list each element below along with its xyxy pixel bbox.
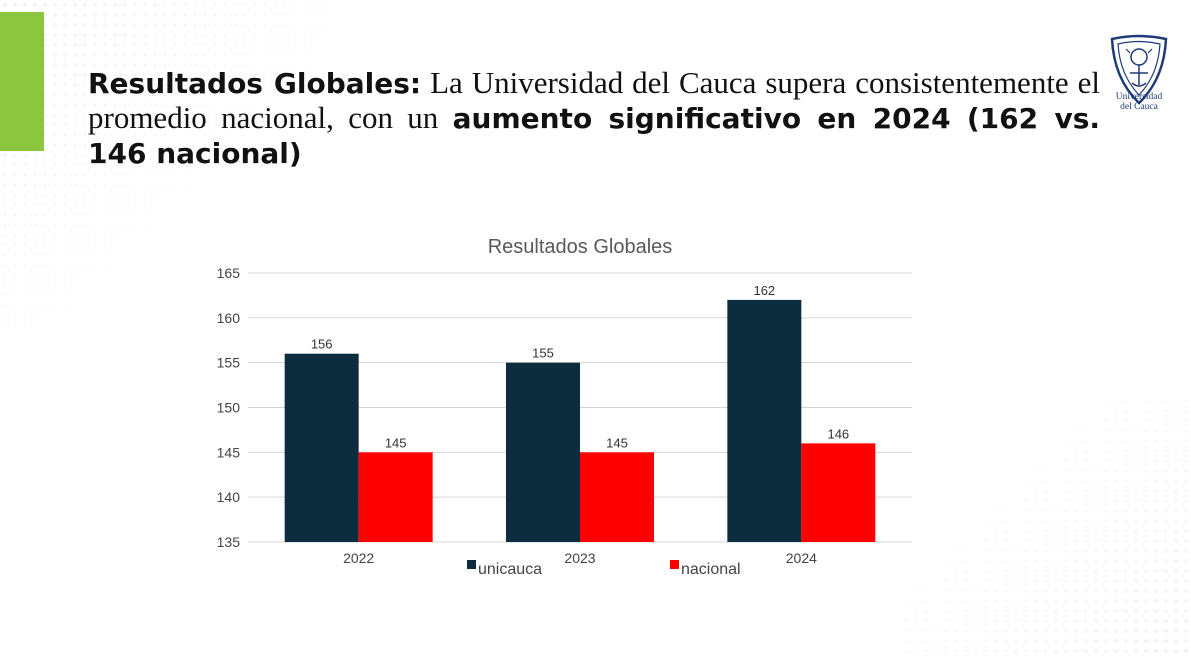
chart-title: Resultados Globales (488, 236, 673, 258)
y-tick-label: 145 (217, 444, 241, 460)
y-tick-label: 165 (217, 265, 241, 281)
bar-nacional (801, 443, 876, 542)
bar-nacional (358, 452, 433, 542)
headline-bold-emphasis: aumento significativo en 2024 (162 vs. 1… (88, 102, 1100, 170)
data-label: 162 (753, 283, 775, 298)
data-label: 145 (606, 435, 628, 450)
x-tick-label: 2022 (343, 550, 374, 566)
x-tick-label: 2024 (786, 550, 817, 566)
bar-chart: Resultados Globales 135 140 145 150 155 160 165… (217, 236, 912, 578)
bar-unicauca (506, 362, 580, 542)
legend-label-nacional: nacional (681, 561, 741, 578)
y-tick-label: 150 (217, 400, 241, 416)
slide-headline: Resultados Globales: La Universidad del … (88, 66, 1100, 171)
bar-unicauca (727, 299, 802, 542)
y-tick-label: 140 (217, 489, 241, 505)
accent-bar (0, 12, 44, 151)
logo-line-2: del Cauca (1120, 102, 1158, 112)
x-tick-label: 2023 (564, 550, 595, 566)
legend-swatch-nacional (670, 560, 679, 569)
data-label: 155 (532, 346, 554, 361)
bar-nacional (580, 452, 654, 542)
headline-bold-lead: Resultados Globales: (88, 67, 422, 100)
headline-body: La Universidad del Cauca supera consiste… (88, 65, 1100, 135)
data-label: 145 (385, 435, 407, 450)
legend-label-unicauca: unicauca (478, 561, 542, 578)
university-crest-icon (1110, 34, 1168, 105)
legend-swatch-unicauca (467, 560, 476, 569)
y-tick-label: 135 (217, 534, 241, 550)
data-label: 146 (827, 426, 849, 441)
data-label: 156 (311, 337, 333, 352)
bar-unicauca (284, 353, 359, 542)
y-tick-label: 155 (217, 355, 241, 371)
logo-wordmark: Universidad del Cauca (1100, 92, 1178, 112)
decorative-dots-bottom-right (891, 396, 1191, 656)
logo-line-1: Universidad (1115, 92, 1163, 102)
y-tick-label: 160 (217, 310, 241, 326)
decorative-dots-top-left (0, 0, 330, 330)
